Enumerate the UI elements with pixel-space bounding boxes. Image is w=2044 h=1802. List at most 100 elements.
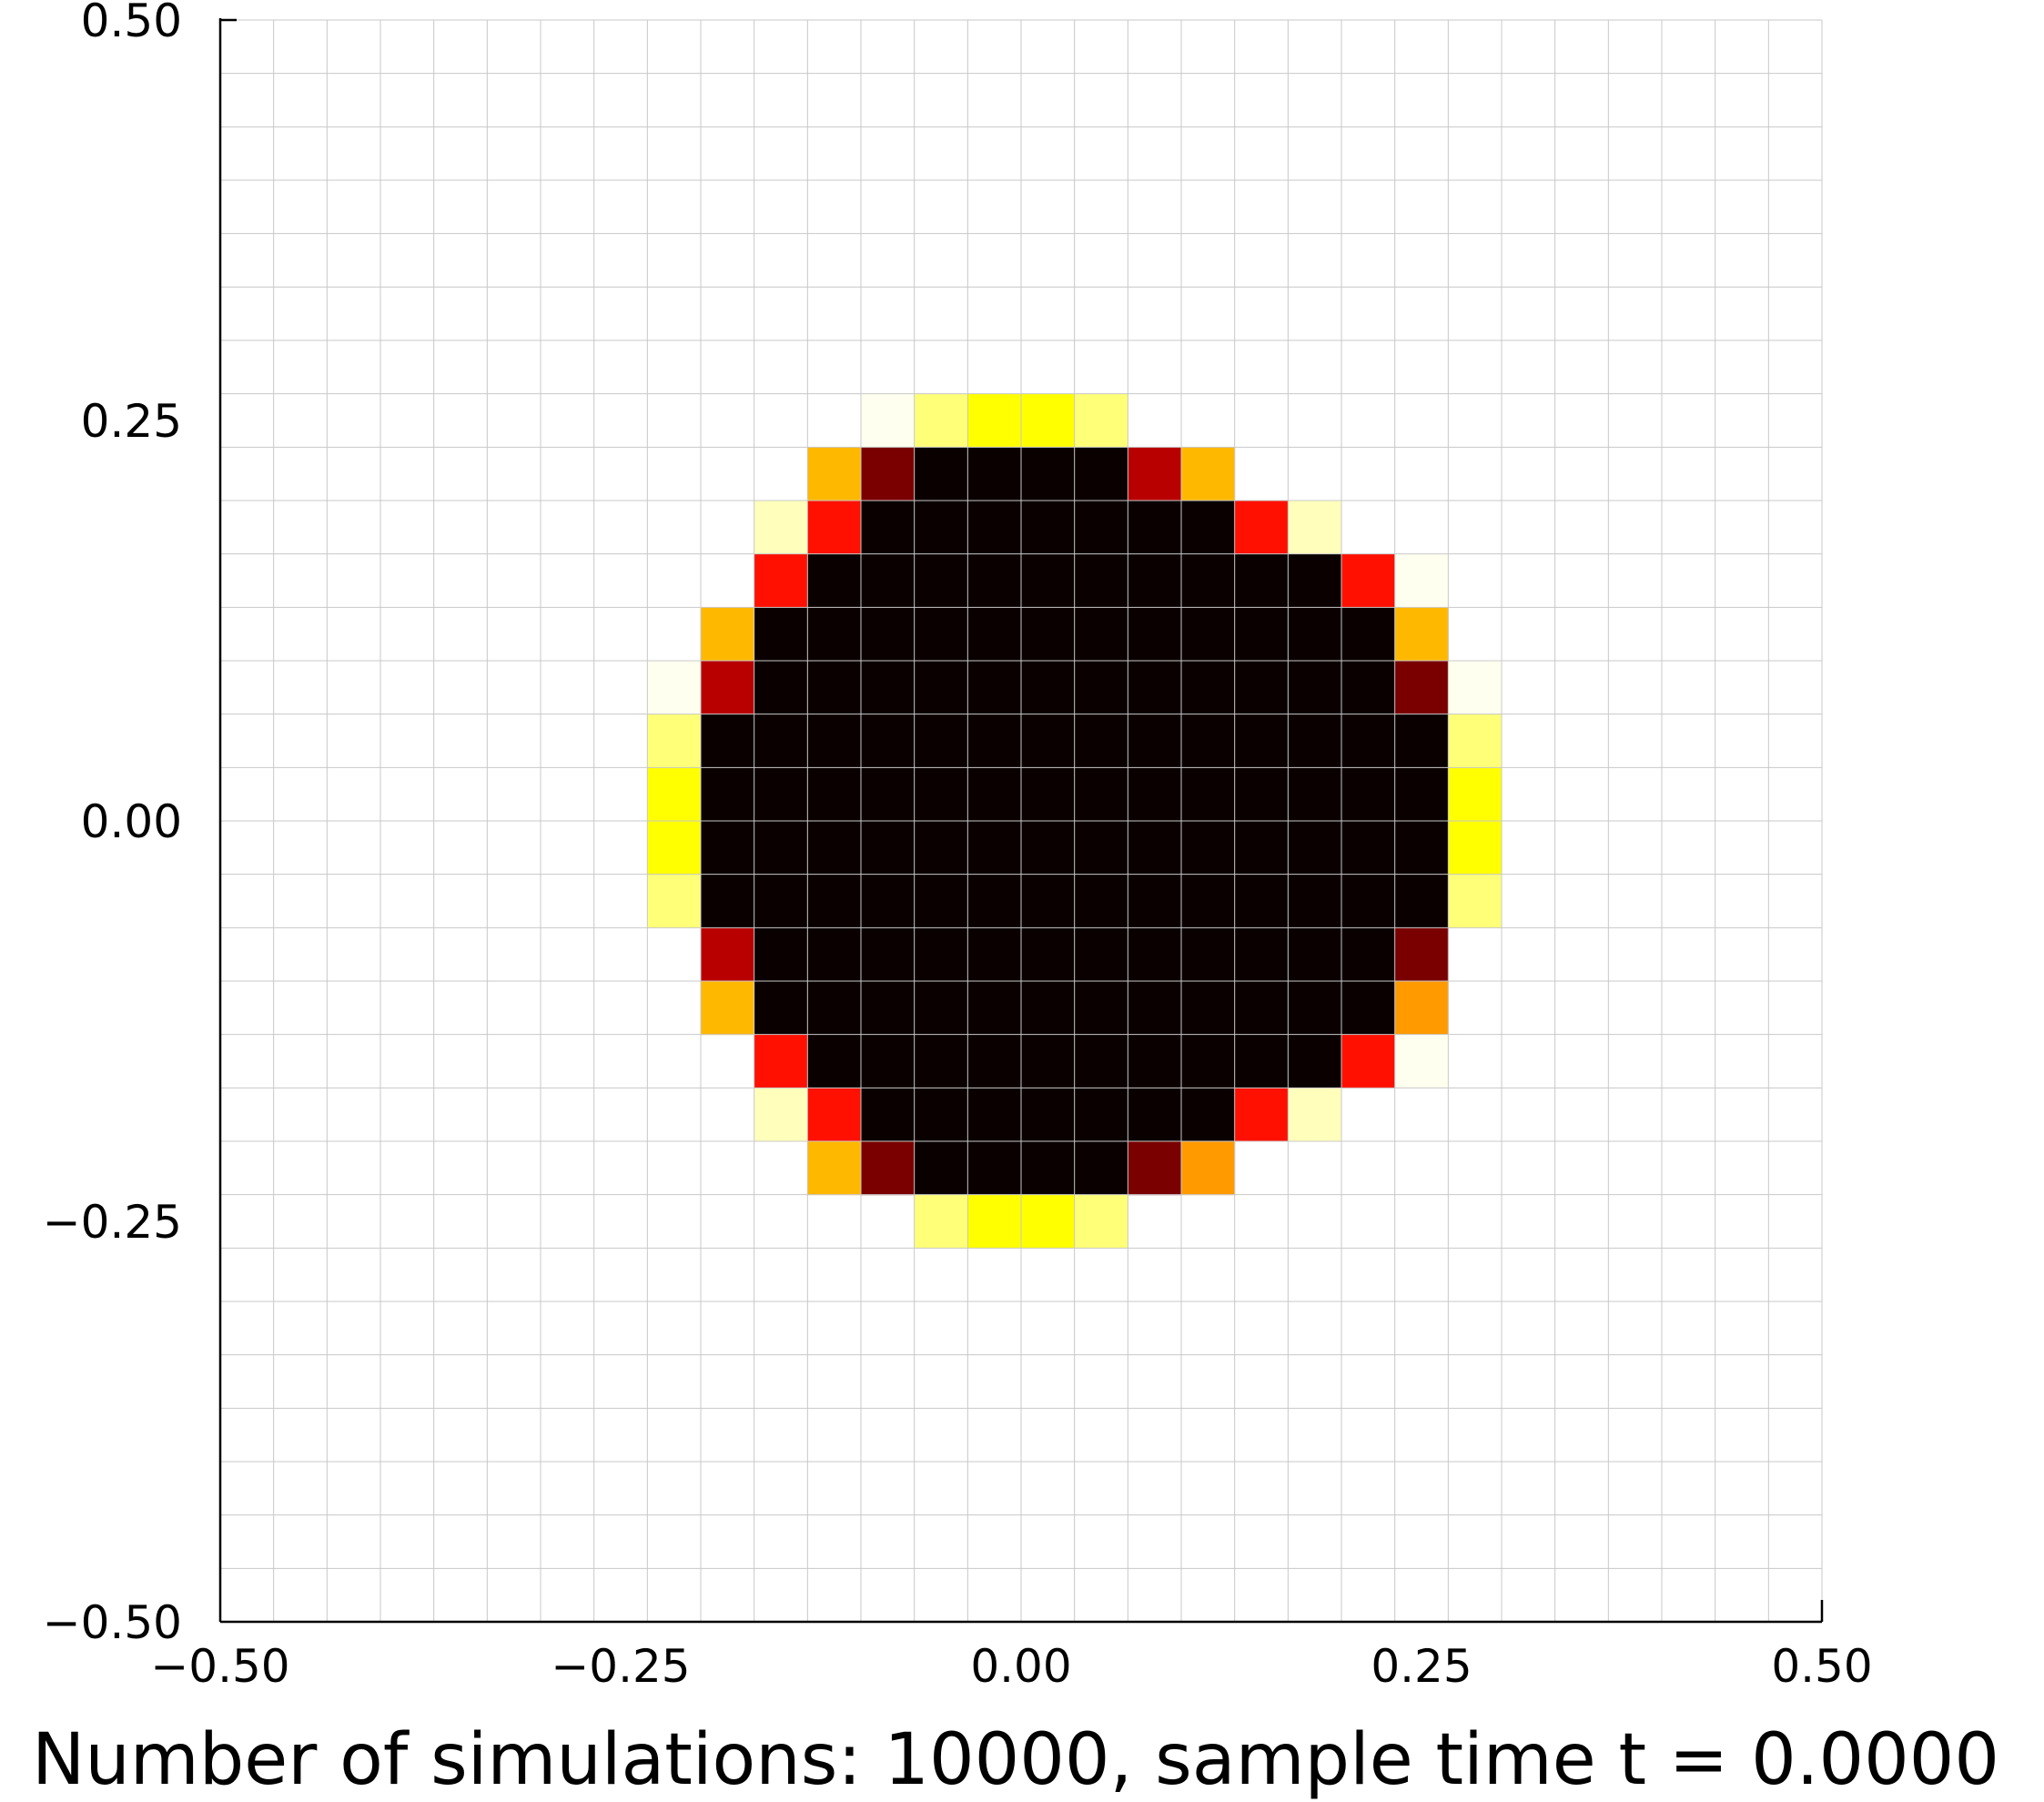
heatmap-cell — [647, 874, 702, 928]
heatmap-cell — [914, 821, 968, 876]
heatmap-cell — [701, 821, 755, 876]
heatmap-cell — [914, 981, 968, 1036]
heatmap-cell — [754, 927, 808, 982]
heatmap-cell — [1341, 821, 1396, 876]
heatmap-cell — [967, 1034, 1022, 1088]
heatmap-cell — [1234, 607, 1289, 662]
heatmap-cell — [861, 821, 916, 876]
heatmap-cell — [1021, 501, 1076, 555]
heatmap-cell — [861, 607, 916, 662]
heatmap-cells — [647, 393, 1503, 1249]
heatmap-cell — [754, 553, 808, 608]
heatmap-cell — [1181, 874, 1236, 928]
heatmap-cell — [701, 981, 755, 1036]
heatmap-cell — [1394, 981, 1449, 1036]
heatmap-cell — [1288, 501, 1342, 555]
y-tick-label: −0.50 — [43, 1596, 182, 1649]
heatmap-cell — [1181, 714, 1236, 768]
heatmap-cell — [967, 1194, 1022, 1249]
heatmap-cell — [1234, 714, 1289, 768]
heatmap-cell — [1181, 1141, 1236, 1196]
heatmap-cell — [754, 607, 808, 662]
heatmap-cell — [1128, 501, 1182, 555]
heatmap-cell — [1234, 821, 1289, 876]
heatmap-cell — [1181, 501, 1236, 555]
heatmap-cell — [1288, 714, 1342, 768]
heatmap-cell — [754, 767, 808, 822]
heatmap-cell — [914, 661, 968, 715]
heatmap-cell — [701, 767, 755, 822]
heatmap-cell — [807, 767, 862, 822]
heatmap-cell — [1074, 607, 1128, 662]
heatmap-cell — [1074, 501, 1128, 555]
heatmap-cell — [1341, 553, 1396, 608]
x-tick-label: 0.00 — [970, 1640, 1071, 1693]
heatmap-cell — [1074, 874, 1128, 928]
heatmap-cell — [1341, 607, 1396, 662]
heatmap-cell — [967, 821, 1022, 876]
heatmap-cell — [1234, 501, 1289, 555]
heatmap-cell — [914, 393, 968, 448]
heatmap-cell — [1181, 927, 1236, 982]
heatmap-cell — [807, 607, 862, 662]
heatmap-cell — [1234, 1088, 1289, 1142]
heatmap-cell — [1394, 607, 1449, 662]
heatmap-cell — [967, 1088, 1022, 1142]
heatmap-cell — [1074, 661, 1128, 715]
heatmap-cell — [754, 661, 808, 715]
heatmap-cell — [861, 927, 916, 982]
heatmap-cell — [1021, 661, 1076, 715]
heatmap-cell — [914, 1194, 968, 1249]
heatmap-cell — [807, 1141, 862, 1196]
heatmap-cell — [1234, 874, 1289, 928]
heatmap-cell — [1181, 447, 1236, 501]
y-tick-label: 0.25 — [81, 395, 182, 448]
heatmap-cell — [701, 661, 755, 715]
heatmap-cell — [1021, 767, 1076, 822]
heatmap-cell — [1074, 553, 1128, 608]
heatmap-cell — [1234, 1034, 1289, 1088]
heatmap-cell — [914, 927, 968, 982]
heatmap-cell — [807, 501, 862, 555]
chart-caption: Number of simulations: 10000, sample tim… — [32, 1719, 1999, 1801]
heatmap-cell — [1288, 661, 1342, 715]
heatmap-cell — [967, 874, 1022, 928]
heatmap-cell — [1021, 1194, 1076, 1249]
heatmap-cell — [1448, 767, 1503, 822]
heatmap-cell — [1181, 767, 1236, 822]
heatmap-cell — [1288, 767, 1342, 822]
heatmap-cell — [1234, 767, 1289, 822]
heatmap-cell — [1128, 607, 1182, 662]
heatmap-cell — [861, 501, 916, 555]
heatmap-cell — [967, 927, 1022, 982]
heatmap-cell — [1128, 927, 1182, 982]
heatmap-cell — [1181, 821, 1236, 876]
heatmap-cell — [807, 553, 862, 608]
heatmap-cell — [1128, 1088, 1182, 1142]
heatmap-cell — [647, 767, 702, 822]
heatmap-cell — [1341, 981, 1396, 1036]
x-tick-label: −0.50 — [150, 1640, 289, 1693]
heatmap-cell — [1128, 661, 1182, 715]
heatmap-cell — [807, 661, 862, 715]
heatmap-cell — [1394, 1034, 1449, 1088]
heatmap-cell — [1128, 1141, 1182, 1196]
heatmap-cell — [967, 1141, 1022, 1196]
y-tick-label: 0.50 — [81, 0, 182, 47]
heatmap-cell — [701, 607, 755, 662]
heatmap-cell — [1128, 447, 1182, 501]
heatmap-cell — [1234, 927, 1289, 982]
heatmap-cell — [647, 661, 702, 715]
heatmap-cell — [861, 393, 916, 448]
axes — [218, 18, 1824, 1624]
heatmap-cell — [861, 661, 916, 715]
heatmap-cell — [914, 874, 968, 928]
heatmap-cell — [1234, 981, 1289, 1036]
heatmap-cell — [914, 447, 968, 501]
heatmap-cell — [1288, 874, 1342, 928]
heatmap-cell — [914, 501, 968, 555]
heatmap-cell — [1181, 661, 1236, 715]
y-axis-ticks: 0.50 0.25 0.00 −0.25 −0.50 — [43, 0, 182, 1649]
heatmap-cell — [861, 874, 916, 928]
heatmap-cell — [754, 821, 808, 876]
